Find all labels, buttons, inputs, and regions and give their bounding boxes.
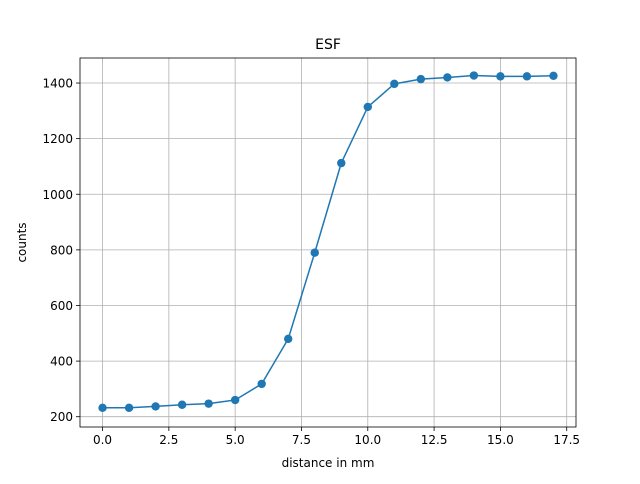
data-point: [390, 79, 399, 89]
tick-layer: 0.0 2.5 5.0 7.5 10.0 12.5 15.0 17.5 200 400 600 800…: [42, 77, 580, 447]
x-tick-label: 5.0: [226, 433, 245, 447]
x-tick-label: 15.0: [487, 433, 514, 447]
axes-frame: [79, 57, 577, 428]
data-point: [416, 74, 426, 84]
y-tick-label: 1400: [42, 77, 73, 91]
series-layer: [98, 71, 558, 413]
data-point: [337, 158, 346, 168]
data-point: [204, 399, 213, 408]
data-point: [230, 395, 240, 405]
y-tick-label: 200: [50, 410, 73, 424]
data-point: [469, 71, 479, 80]
x-tick-label: 0.0: [93, 433, 112, 447]
y-axis-label: counts: [15, 222, 29, 262]
data-point: [257, 379, 266, 389]
y-tick-label: 1000: [42, 188, 73, 202]
esf-series-line: [102, 74, 554, 409]
data-point: [151, 402, 160, 411]
x-tick-label: 7.5: [292, 433, 311, 447]
x-tick-label: 10.0: [354, 433, 381, 447]
y-tick-label: 600: [50, 299, 73, 313]
y-tick-label: 400: [50, 355, 73, 369]
x-tick-label: 12.5: [421, 433, 448, 447]
data-point: [522, 72, 532, 81]
data-point: [549, 71, 558, 80]
y-tick-label: 800: [50, 243, 73, 257]
data-point: [177, 400, 187, 409]
data-point: [98, 403, 107, 413]
x-tick-label: 2.5: [159, 433, 178, 447]
data-point: [310, 248, 319, 257]
data-point: [496, 72, 505, 81]
chart-title: ESF: [315, 37, 341, 53]
x-tick-label: 17.5: [553, 433, 580, 447]
y-tick-label: 1200: [42, 132, 73, 146]
grid: [80, 58, 576, 427]
data-point: [124, 403, 134, 413]
data-point: [363, 102, 372, 112]
data-point: [443, 73, 452, 82]
x-axis-label: distance in mm: [282, 456, 375, 470]
data-point: [284, 334, 293, 344]
